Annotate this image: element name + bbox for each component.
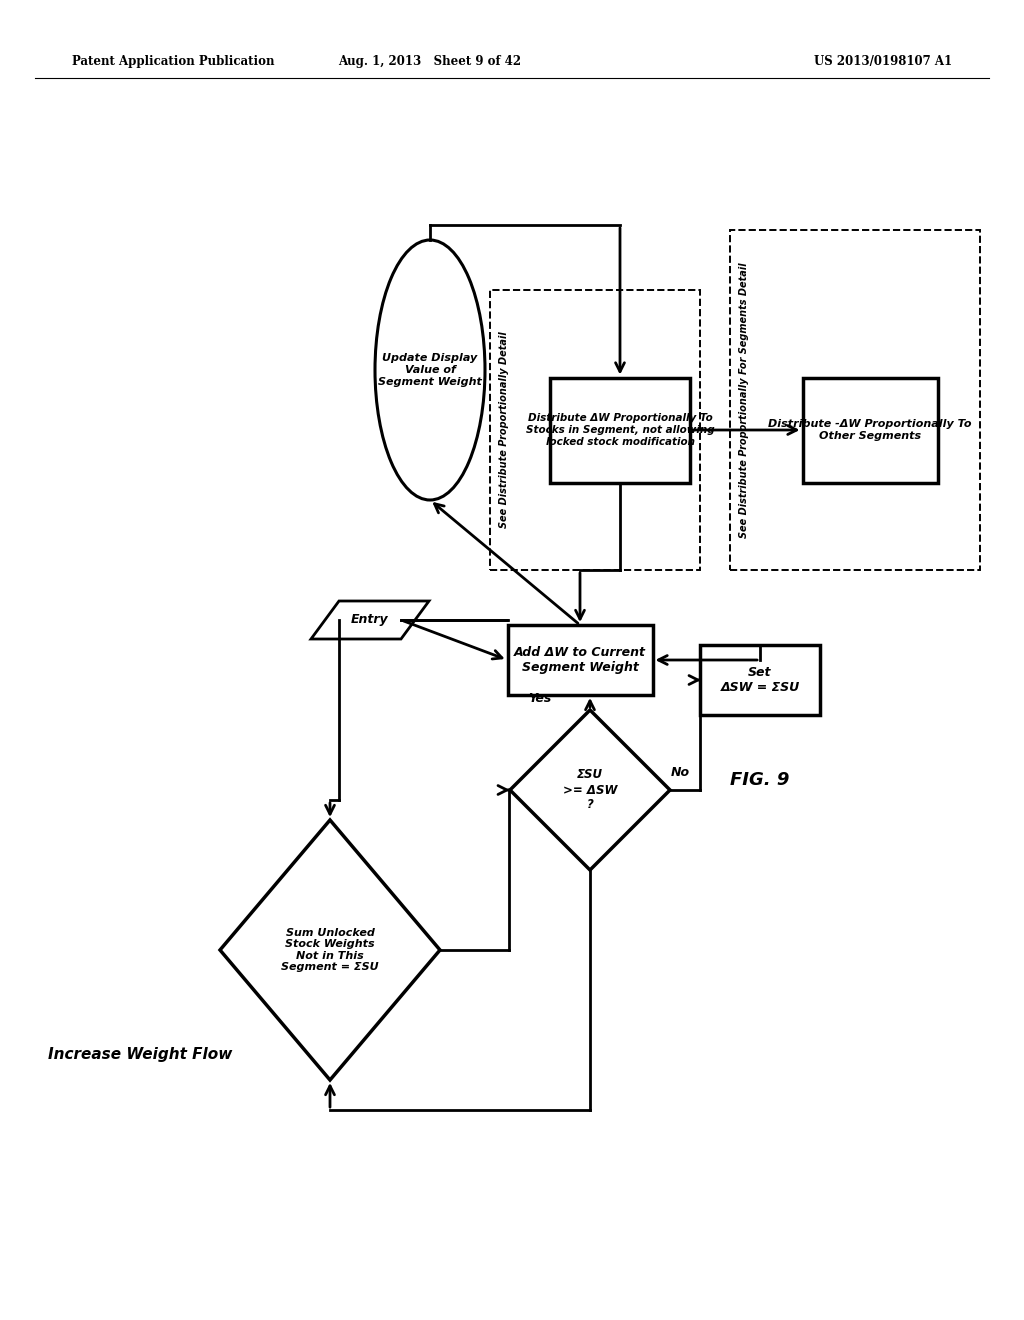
Text: Update Display
Value of
Segment Weight: Update Display Value of Segment Weight [378,354,482,387]
Polygon shape [311,601,429,639]
Text: See Distribute Proportionally Detail: See Distribute Proportionally Detail [499,331,509,528]
Text: ΣSU
>= ΔSW
?: ΣSU >= ΔSW ? [563,768,617,812]
Text: Distribute ΔW Proportionally To
Stocks in Segment, not allowing
locked stock mod: Distribute ΔW Proportionally To Stocks i… [525,413,715,446]
Text: Patent Application Publication: Patent Application Publication [72,55,274,69]
Text: US 2013/0198107 A1: US 2013/0198107 A1 [814,55,952,69]
Text: Aug. 1, 2013   Sheet 9 of 42: Aug. 1, 2013 Sheet 9 of 42 [339,55,521,69]
Polygon shape [510,710,670,870]
Text: No: No [671,766,689,779]
Polygon shape [220,820,440,1080]
FancyBboxPatch shape [700,645,820,715]
FancyBboxPatch shape [803,378,938,483]
Text: Increase Weight Flow: Increase Weight Flow [48,1048,232,1063]
Text: Yes: Yes [528,692,552,705]
FancyBboxPatch shape [550,378,690,483]
FancyBboxPatch shape [508,624,652,696]
Ellipse shape [375,240,485,500]
Text: Distribute -ΔW Proportionally To
Other Segments: Distribute -ΔW Proportionally To Other S… [768,420,972,441]
Text: Set
ΔSW = ΣSU: Set ΔSW = ΣSU [720,667,800,694]
Text: Entry: Entry [351,614,389,627]
Text: See Distribute Proportionally For Segments Detail: See Distribute Proportionally For Segmen… [739,263,749,537]
Text: Sum Unlocked
Stock Weights
Not in This
Segment = ΣSU: Sum Unlocked Stock Weights Not in This S… [282,928,379,973]
Text: Add ΔW to Current
Segment Weight: Add ΔW to Current Segment Weight [514,645,646,675]
Text: FIG. 9: FIG. 9 [730,771,790,789]
